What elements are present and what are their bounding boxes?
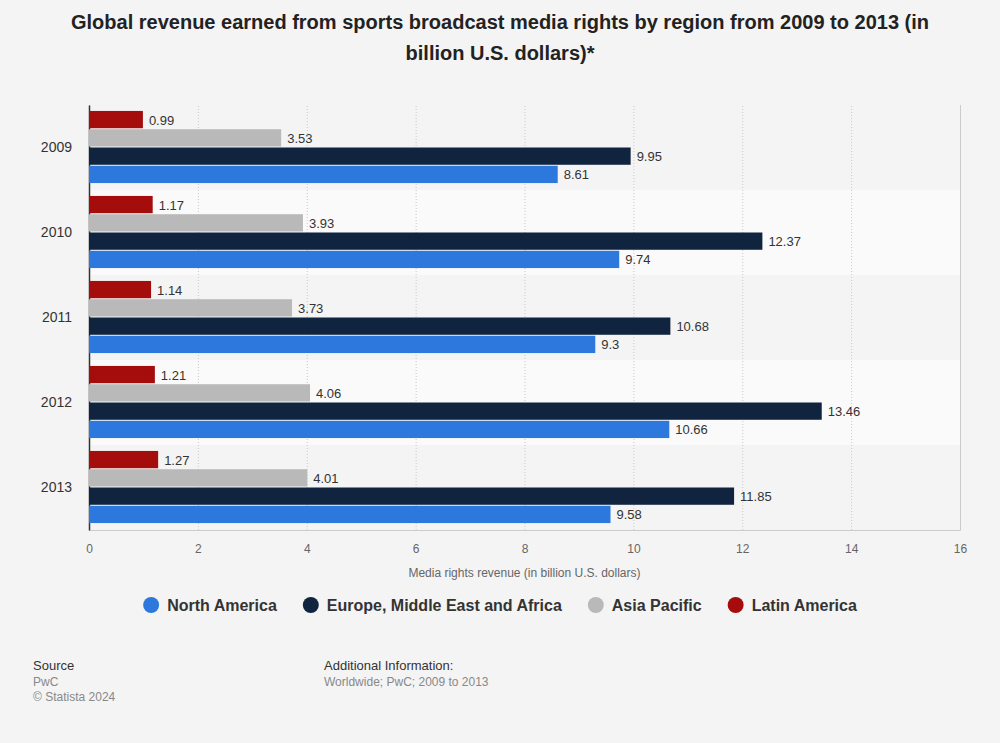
y-tick-label: 2009 [41, 139, 72, 155]
row-band [89, 275, 960, 360]
bar [89, 129, 281, 146]
legend-item: Europe, Middle East and Africa [303, 597, 562, 614]
bar [89, 366, 155, 383]
data-label: 13.46 [828, 404, 861, 419]
y-tick-label: 2013 [41, 479, 72, 495]
bars [89, 111, 822, 523]
y-tick: 2009 [41, 139, 89, 155]
y-tick-label: 2011 [42, 309, 72, 325]
legend-label: North America [167, 597, 277, 614]
row-band [89, 190, 960, 275]
x-tick: 12 [736, 105, 750, 556]
x-tick-label: 6 [413, 542, 420, 556]
y-axis: 2009 2010 2011 2012 2013 [41, 106, 90, 531]
x-tick-label: 10 [627, 542, 641, 556]
row-band [89, 360, 960, 445]
bar [89, 318, 670, 335]
x-axis-title: Media rights revenue (in billion U.S. do… [408, 566, 640, 580]
annotation: PwC [33, 675, 59, 689]
y-tick: 2011 [42, 309, 89, 325]
data-label: 9.95 [637, 149, 662, 164]
data-label: 10.66 [675, 422, 708, 437]
data-label: 9.3 [601, 337, 619, 352]
bar [89, 469, 307, 486]
grid-line [742, 105, 743, 530]
y-tick: 2012 [41, 394, 89, 410]
data-label: 3.93 [309, 216, 334, 231]
data-label: 9.58 [617, 507, 642, 522]
bar [89, 166, 558, 183]
annotation: © Statista 2024 [33, 690, 116, 704]
legend-item: Asia Pacific [588, 597, 702, 614]
x-tick-label: 12 [736, 542, 750, 556]
data-label: 10.68 [676, 319, 709, 334]
data-label: 1.21 [161, 368, 186, 383]
annotation: Worldwide; PwC; 2009 to 2013 [324, 675, 489, 689]
legend-item: Latin America [728, 597, 857, 614]
bar [89, 384, 310, 401]
x-tick-label: 2 [195, 542, 202, 556]
data-label: 4.01 [313, 471, 338, 486]
bar [89, 251, 619, 268]
row-band [89, 445, 960, 530]
data-label: 9.74 [625, 252, 650, 267]
data-label: 8.61 [564, 167, 589, 182]
x-tick: 16 [954, 105, 968, 556]
legend-marker [728, 597, 744, 613]
annotation: Additional Information: [324, 658, 453, 673]
x-tick-label: 4 [304, 542, 311, 556]
x-axis-line [90, 105, 961, 531]
row-bands [89, 105, 960, 530]
grid-line [851, 105, 852, 530]
legend-item: North America [143, 597, 277, 614]
legend-marker [303, 597, 319, 613]
data-label: 3.73 [298, 301, 323, 316]
legend-label: Latin America [752, 597, 857, 614]
bar [89, 233, 762, 250]
legend: North America Europe, Middle East and Afr… [143, 597, 857, 614]
legend-marker [588, 597, 604, 613]
legend-marker [143, 597, 159, 613]
x-tick-label: 14 [845, 542, 859, 556]
x-axis: 0 2 4 6 8 10 12 14 16 [86, 105, 967, 556]
data-label: 12.37 [768, 234, 801, 249]
data-label: 11.85 [740, 489, 772, 504]
data-label: 1.14 [157, 283, 182, 298]
bar [89, 336, 595, 353]
legend-label: Europe, Middle East and Africa [327, 597, 562, 614]
grid-line [960, 105, 961, 530]
background [0, 0, 1000, 743]
bar [89, 148, 631, 165]
legend-label: Asia Pacific [612, 597, 702, 614]
bar [89, 488, 734, 505]
bar [89, 196, 153, 213]
x-tick-label: 8 [522, 542, 529, 556]
bar [89, 506, 611, 523]
title: Global revenue earned from sports broadc… [71, 11, 929, 64]
x-tick: 14 [845, 105, 859, 556]
bar [89, 281, 151, 298]
y-tick: 2010 [41, 224, 89, 240]
x-tick-label: 0 [86, 542, 93, 556]
y-tick: 2013 [41, 479, 89, 495]
bar [89, 451, 158, 468]
bar [89, 214, 303, 231]
bar [89, 299, 292, 316]
y-tick-label: 2010 [41, 224, 72, 240]
data-label: 3.53 [287, 131, 312, 146]
bar [89, 403, 822, 420]
y-tick-label: 2012 [41, 394, 72, 410]
row-band [89, 105, 960, 190]
data-label: 1.17 [159, 198, 184, 213]
bar [89, 111, 143, 128]
data-labels: 8.61 9.74 9.3 10.66 9.58 9.95 12.37 10.68 13.46 1… [149, 113, 860, 523]
data-label: 1.27 [164, 453, 189, 468]
chart: Global revenue earned from sports broadc… [0, 0, 1000, 743]
annotation: Source [33, 658, 74, 673]
bar [89, 421, 669, 438]
x-tick-label: 16 [954, 542, 968, 556]
data-label: 0.99 [149, 113, 174, 128]
data-label: 4.06 [316, 386, 341, 401]
